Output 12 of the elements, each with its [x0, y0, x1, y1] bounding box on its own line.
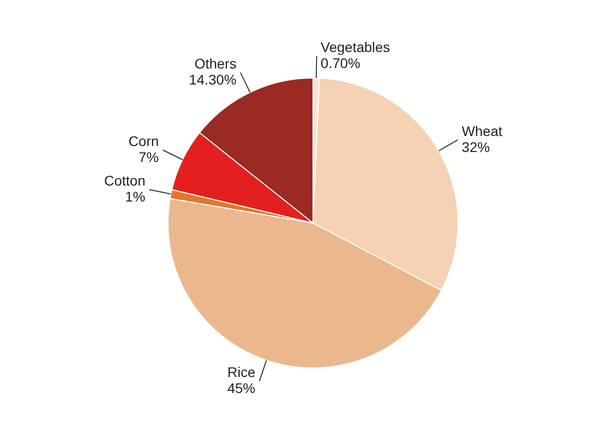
- slice-label: Vegetables: [320, 39, 390, 56]
- data-label: 45%: [227, 380, 256, 396]
- data-label: 0.70%: [320, 55, 360, 72]
- slice-label: Others: [194, 56, 236, 72]
- slice-label: Cotton: [104, 172, 146, 189]
- slice-label: Rice: [227, 364, 256, 380]
- data-label: 1%: [125, 188, 146, 205]
- data-label: 7%: [138, 149, 159, 165]
- slice-label: Corn: [128, 133, 159, 149]
- data-label: 32%: [462, 138, 490, 155]
- data-label: 14.30%: [188, 72, 236, 88]
- slice-label: Wheat: [462, 122, 502, 139]
